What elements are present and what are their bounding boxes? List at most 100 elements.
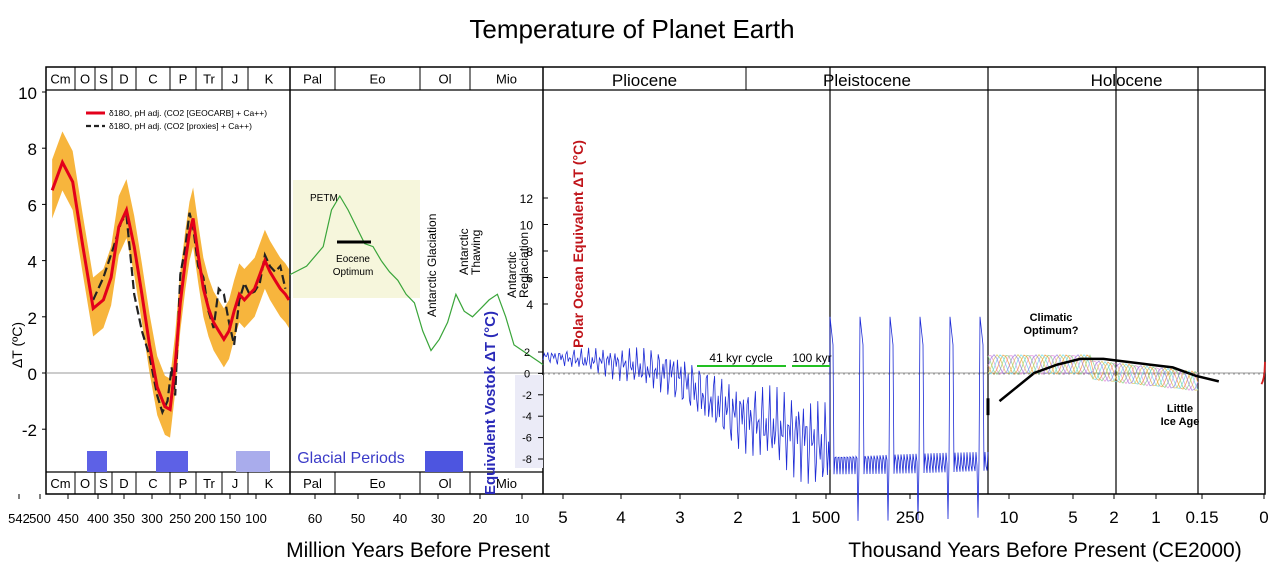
x-tick-label: 1 bbox=[791, 508, 800, 527]
x-tick-label: 542 bbox=[8, 511, 30, 526]
x-tick-label: 300 bbox=[141, 511, 163, 526]
y-tick-label: 6 bbox=[28, 196, 37, 215]
x-tick-label: 4 bbox=[616, 508, 625, 527]
epoch-band-top-label: Ol bbox=[439, 72, 452, 87]
annotation-climatic-optimum-1: Climatic bbox=[1030, 312, 1073, 324]
period-band-bottom-label: J bbox=[232, 476, 239, 491]
period-band-bottom-label: S bbox=[99, 476, 108, 491]
period-band-top-label: O bbox=[80, 72, 90, 87]
y-tick-label: 8 bbox=[28, 140, 37, 159]
epoch-label: Pliocene bbox=[612, 71, 677, 90]
y-tick-label: 0 bbox=[28, 365, 37, 384]
polar-tick-label: 4 bbox=[526, 298, 533, 312]
x-tick-label: 60 bbox=[308, 511, 322, 526]
x-tick-label: 500 bbox=[812, 508, 840, 527]
x-tick-label: 0 bbox=[1259, 508, 1268, 527]
annotation-little-ice-age-1: Little bbox=[1167, 403, 1193, 415]
x-tick-label: 2 bbox=[733, 508, 742, 527]
period-band-bottom-label: O bbox=[80, 476, 90, 491]
x-tick-label: 100 bbox=[245, 511, 267, 526]
y-tick-label: 4 bbox=[28, 253, 37, 272]
annotation-eocene-optimum-2: Optimum bbox=[333, 267, 374, 278]
x-tick-label: 5 bbox=[1068, 508, 1077, 527]
y-tick-label: -2 bbox=[22, 421, 37, 440]
annotation-little-ice-age-2: Ice Age bbox=[1161, 416, 1200, 428]
vostok-tick-label: 2 bbox=[524, 347, 530, 359]
glacial-period-block bbox=[87, 451, 107, 472]
x-tick-label: 250 bbox=[169, 511, 191, 526]
annotation-antarctic-reglaciation-2: Reglaciation bbox=[517, 232, 531, 298]
x-tick-label: 10 bbox=[1000, 508, 1019, 527]
period-band-top-label: Cm bbox=[50, 72, 70, 87]
epoch-label: Pleistocene bbox=[823, 71, 911, 90]
epoch-band-top-label: Mio bbox=[496, 72, 517, 87]
vostok-tick-label: -2 bbox=[522, 390, 532, 402]
x-tick-label: 150 bbox=[219, 511, 241, 526]
vostok-axis-label: Equivalent Vostok ΔT (°C) bbox=[482, 311, 499, 495]
x-tick-label: 40 bbox=[393, 511, 407, 526]
x-tick-label: 50 bbox=[351, 511, 365, 526]
annotation-antarctic-glaciation: Antarctic Glaciation bbox=[425, 214, 439, 317]
x-tick-label: 1 bbox=[1151, 508, 1160, 527]
chart-title: Temperature of Planet Earth bbox=[469, 14, 794, 44]
series-cenozoic-line bbox=[289, 194, 544, 366]
period-band-bottom-label: K bbox=[265, 476, 274, 491]
y-tick-label: 10 bbox=[18, 84, 37, 103]
series-proxies-line bbox=[92, 212, 287, 416]
vostok-tick-label: -6 bbox=[522, 433, 532, 445]
annotation-41kyr: 41 kyr cycle bbox=[709, 351, 773, 365]
annotation-antarctic-thawing-2: Thawing bbox=[469, 230, 483, 275]
polar-axis-label: Polar Ocean Equivalent ΔT (°C) bbox=[570, 140, 586, 348]
y-axis-label: ΔT (ºC) bbox=[9, 322, 25, 368]
polar-tick-label: 6 bbox=[526, 272, 533, 286]
period-band-top-label: C bbox=[148, 72, 157, 87]
series-holocene-line bbox=[998, 357, 1220, 403]
x-tick-label: 2 bbox=[1109, 508, 1118, 527]
x-tick-label: 10 bbox=[515, 511, 529, 526]
x-tick-label: 30 bbox=[431, 511, 445, 526]
series-instrumental-line bbox=[1260, 361, 1266, 385]
epoch-band-bottom-label: Mio bbox=[496, 476, 517, 491]
legend-label: δ18O, pH adj. (CO2 [proxies] + Ca++) bbox=[109, 121, 252, 131]
polar-tick-label: 10 bbox=[520, 219, 534, 233]
x-tick-label: 200 bbox=[194, 511, 216, 526]
series-geocarb-line bbox=[50, 158, 291, 412]
annotation-petm: PETM bbox=[310, 193, 338, 204]
vostok-tick-label: -4 bbox=[522, 411, 532, 423]
glacial-period-block bbox=[425, 451, 463, 472]
epoch-band-bottom-label: Eo bbox=[370, 476, 386, 491]
x-tick-label: 3 bbox=[675, 508, 684, 527]
period-band-top-label: J bbox=[232, 72, 239, 87]
annotation-100kyr: 100 kyr bbox=[792, 351, 831, 365]
period-band-bottom-label: Tr bbox=[203, 476, 215, 491]
x-tick-label: 20 bbox=[473, 511, 487, 526]
x-tick-label: 250 bbox=[896, 508, 924, 527]
uncertainty-band bbox=[52, 131, 289, 438]
annotation-glacial-periods: Glacial Periods bbox=[297, 450, 405, 467]
x-tick-label: 500 bbox=[29, 511, 51, 526]
epoch-label: Holocene bbox=[1091, 71, 1163, 90]
polar-tick-label: 12 bbox=[520, 192, 534, 206]
annotation-antarctic-thawing-1: Antarctic bbox=[457, 228, 471, 275]
period-band-bottom-label: C bbox=[148, 476, 157, 491]
x-tick-label: 0.15 bbox=[1185, 508, 1218, 527]
eocene-highlight bbox=[293, 180, 420, 298]
period-band-top-label: K bbox=[265, 72, 274, 87]
x-tick-label: 5 bbox=[558, 508, 567, 527]
period-band-top-label: S bbox=[99, 72, 108, 87]
x-tick-label: 400 bbox=[87, 511, 109, 526]
period-band-top-label: Tr bbox=[203, 72, 215, 87]
legend-label: δ18O, pH adj. (CO2 [GEOCARB] + Ca++) bbox=[109, 108, 267, 118]
x-axis-label: Million Years Before Present bbox=[286, 539, 550, 562]
annotation-antarctic-reglaciation-1: Antarctic bbox=[505, 251, 519, 298]
annotation-climatic-optimum-2: Optimum? bbox=[1024, 325, 1079, 337]
period-band-top-label: P bbox=[179, 72, 188, 87]
x-axis-label: Thousand Years Before Present (CE2000) bbox=[848, 539, 1241, 562]
epoch-band-top-label: Eo bbox=[370, 72, 386, 87]
holocene-proxy-line bbox=[987, 354, 1199, 391]
period-band-top-label: D bbox=[119, 72, 128, 87]
polar-tick-label: 8 bbox=[526, 245, 533, 259]
glacial-period-block bbox=[156, 451, 188, 472]
epoch-band-bottom-label: Ol bbox=[439, 476, 452, 491]
